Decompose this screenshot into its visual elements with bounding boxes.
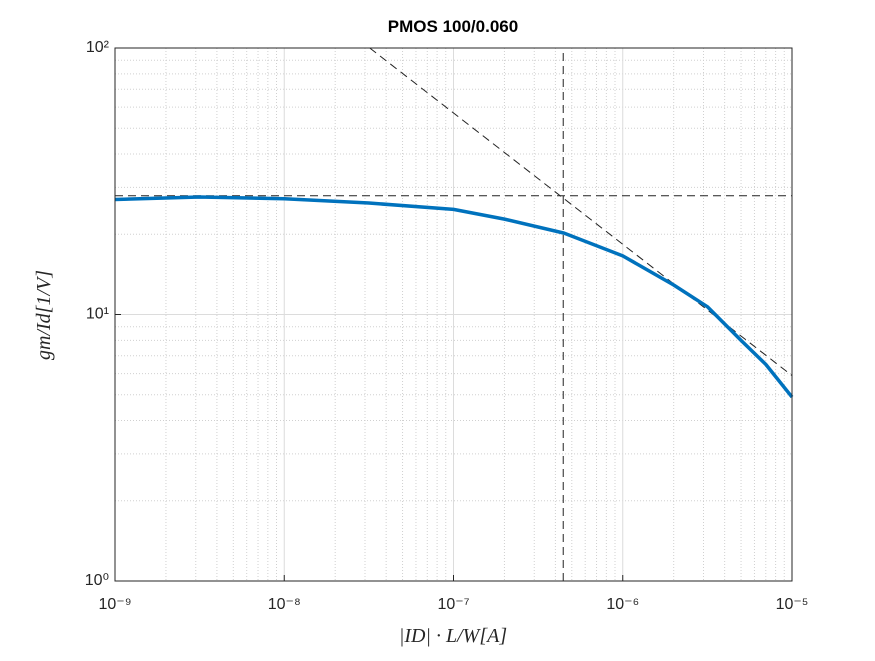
y-axis-label: gm/Id[1/V] [33,270,55,360]
x-tick-label: 10⁻⁵ [776,596,809,613]
chart-title: PMOS 100/0.060 [388,17,518,36]
x-tick-label: 10⁻⁷ [437,596,469,613]
x-tick-label: 10⁻⁸ [268,596,301,613]
x-tick-label: 10⁻⁹ [98,596,131,613]
ticks: 10⁻⁹ 10⁻⁸ 10⁻⁷ 10⁻⁶ 10⁻⁵ 10⁰ 10¹ 10² [85,39,809,613]
x-tick-label: 10⁻⁶ [606,596,639,613]
y-tick-label: 10² [86,39,110,56]
x-axis-label: |ID| · L/W[A] [399,625,507,647]
y-tick-label: 10¹ [86,306,109,323]
data-layer [114,47,794,581]
y-tick-label: 10⁰ [85,572,109,589]
series-line [114,195,794,399]
